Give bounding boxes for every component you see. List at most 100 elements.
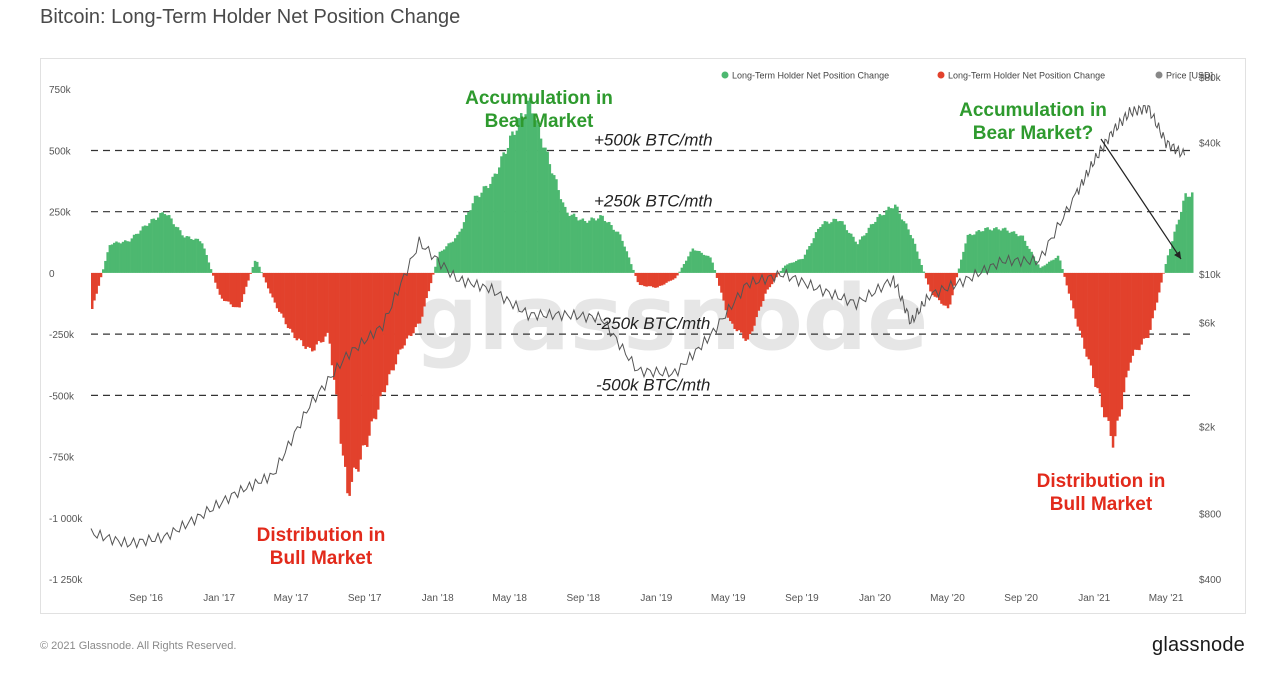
positive-bar bbox=[894, 204, 897, 273]
positive-bar bbox=[616, 231, 620, 273]
positive-bar bbox=[896, 206, 899, 273]
negative-bar bbox=[350, 272, 354, 482]
positive-bar bbox=[449, 242, 453, 273]
positive-bar bbox=[979, 231, 983, 273]
negative-bar bbox=[1096, 272, 1099, 389]
positive-bar bbox=[1008, 232, 1011, 273]
negative-bar bbox=[1160, 272, 1163, 283]
positive-bar bbox=[1017, 236, 1020, 273]
negative-bar bbox=[735, 272, 739, 332]
negative-bar bbox=[262, 272, 266, 278]
negative-bar bbox=[218, 272, 222, 295]
negative-bar bbox=[1094, 272, 1097, 387]
positive-bar bbox=[836, 221, 840, 273]
negative-bar bbox=[755, 272, 758, 318]
negative-bar bbox=[663, 272, 666, 285]
negative-bar bbox=[273, 272, 277, 303]
positive-bar bbox=[467, 212, 470, 273]
negative-bar bbox=[652, 272, 655, 288]
positive-bar bbox=[473, 195, 477, 273]
negative-bar bbox=[667, 272, 670, 282]
positive-bar bbox=[982, 231, 985, 273]
x-tick-label: Sep '18 bbox=[567, 593, 601, 604]
positive-bar bbox=[832, 218, 835, 273]
positive-bar bbox=[957, 268, 961, 273]
positive-bar bbox=[504, 153, 508, 273]
positive-bar bbox=[819, 227, 822, 273]
negative-bar bbox=[416, 272, 420, 324]
positive-bar bbox=[913, 243, 917, 273]
positive-bar bbox=[891, 208, 895, 273]
negative-bar bbox=[407, 272, 411, 336]
negative-bar bbox=[1127, 272, 1130, 371]
annotation-distribution-bull-2: Bull Market bbox=[1050, 494, 1153, 515]
positive-bar bbox=[440, 250, 444, 273]
negative-bar bbox=[317, 272, 321, 342]
annotation-accumulation-bear: Accumulation in bbox=[465, 88, 613, 109]
positive-bar bbox=[1048, 261, 1051, 273]
positive-bar bbox=[489, 183, 492, 273]
positive-bar bbox=[586, 222, 589, 273]
y-left-tick-label: -1 250k bbox=[49, 575, 83, 586]
negative-bar bbox=[348, 272, 351, 496]
positive-bar bbox=[797, 259, 800, 273]
negative-bar bbox=[1158, 272, 1161, 293]
negative-bar bbox=[729, 272, 732, 322]
negative-bar bbox=[240, 272, 244, 302]
positive-bar bbox=[856, 244, 860, 273]
positive-bar bbox=[907, 229, 910, 273]
positive-bar bbox=[971, 235, 974, 273]
positive-bar bbox=[201, 243, 204, 273]
negative-bar bbox=[942, 272, 945, 306]
positive-bar bbox=[253, 260, 257, 273]
positive-bar bbox=[621, 240, 624, 273]
positive-bar bbox=[916, 251, 919, 273]
positive-bar bbox=[115, 241, 118, 273]
negative-bar bbox=[337, 272, 340, 420]
negative-bar bbox=[1083, 272, 1086, 349]
negative-bar bbox=[269, 272, 272, 294]
positive-bar bbox=[784, 265, 787, 273]
positive-bar bbox=[803, 254, 807, 273]
positive-bar bbox=[623, 246, 626, 273]
positive-bar bbox=[845, 230, 849, 273]
negative-bar bbox=[938, 272, 941, 301]
positive-bar bbox=[528, 97, 532, 273]
positive-bar bbox=[1171, 241, 1174, 273]
positive-bar bbox=[1019, 235, 1022, 273]
positive-bar bbox=[471, 203, 475, 273]
positive-bar bbox=[577, 220, 580, 273]
positive-bar bbox=[163, 214, 167, 273]
positive-bar bbox=[524, 114, 527, 273]
positive-bar bbox=[588, 220, 591, 273]
negative-bar bbox=[933, 272, 937, 297]
negative-bar bbox=[379, 272, 382, 397]
positive-bar bbox=[148, 223, 151, 273]
positive-bar bbox=[572, 213, 576, 273]
negative-bar bbox=[929, 272, 932, 292]
negative-bar bbox=[247, 272, 250, 281]
positive-bar bbox=[196, 238, 200, 273]
negative-bar bbox=[656, 272, 659, 288]
negative-bar bbox=[344, 272, 347, 467]
positive-bar bbox=[630, 264, 633, 273]
annotation-accumulation-bear-q: Bear Market? bbox=[973, 123, 1093, 144]
positive-bar bbox=[707, 255, 710, 273]
positive-bar bbox=[1021, 235, 1025, 273]
positive-bar bbox=[1061, 268, 1064, 273]
legend-dot bbox=[1155, 71, 1163, 79]
negative-bar bbox=[311, 272, 314, 352]
negative-bar bbox=[423, 272, 426, 307]
negative-bar bbox=[383, 272, 387, 393]
page-title: Bitcoin: Long-Term Holder Net Position C… bbox=[40, 6, 461, 28]
positive-bar bbox=[812, 238, 816, 273]
negative-bar bbox=[319, 272, 323, 343]
positive-bar bbox=[484, 185, 488, 273]
positive-bar bbox=[614, 231, 618, 273]
negative-bar bbox=[636, 272, 640, 283]
negative-bar bbox=[647, 272, 651, 287]
positive-bar bbox=[858, 239, 862, 273]
negative-bar bbox=[753, 272, 756, 326]
positive-bar bbox=[997, 229, 1000, 273]
positive-bar bbox=[121, 241, 125, 273]
